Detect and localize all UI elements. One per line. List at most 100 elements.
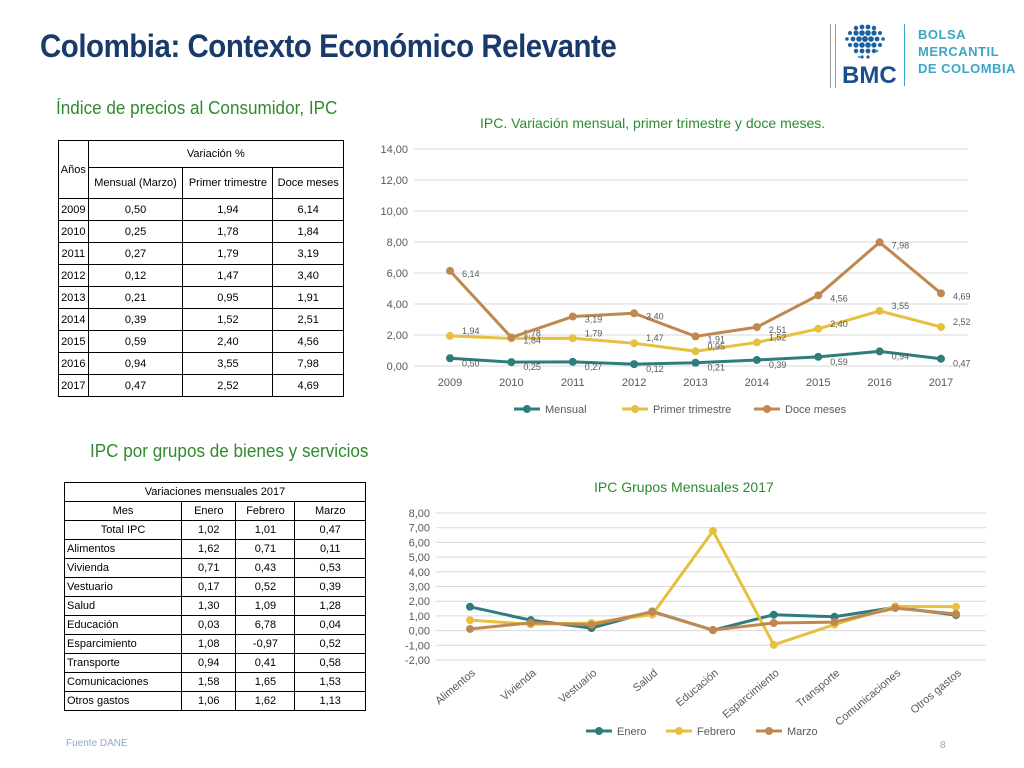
groups-table-row: Transporte 0,94 0,41 0,58: [63, 653, 366, 673]
data-label: 3,55: [892, 301, 910, 311]
x-tick-label: 2012: [622, 377, 646, 389]
ipc-table-body: 2009 0,50 1,94 6,14 2010 0,25 1,78 1,84 2011 0,27…: [58, 198, 344, 397]
data-point: [709, 526, 717, 535]
data-label: 1,79: [585, 328, 603, 338]
legend-swatch-marker: [523, 405, 531, 413]
y-tick-label: 14,00: [380, 144, 408, 156]
data-label: 0,39: [769, 360, 787, 370]
legend-swatch-marker: [595, 727, 603, 735]
data-label: 1,52: [769, 332, 787, 342]
y-tick-label: 6,00: [409, 537, 430, 549]
data-point: [568, 334, 577, 343]
marzo-cell: 0,52: [294, 634, 366, 654]
group-name-cell: Alimentos: [63, 539, 183, 559]
data-label: 0,21: [708, 363, 726, 373]
doce-cell: 7,98: [272, 352, 344, 375]
enero-cell: 1,30: [181, 596, 237, 616]
marzo-cell: 1,53: [294, 672, 366, 692]
data-label: 3,40: [646, 311, 664, 321]
x-tick-label: 2014: [745, 377, 769, 389]
data-label: 1,91: [708, 334, 726, 344]
x-tick-label: Alimentos: [433, 667, 478, 708]
data-label: 0,95: [708, 341, 726, 351]
series-line-2: [448, 240, 942, 339]
data-point: [937, 354, 945, 363]
group-name-cell: Vivienda: [63, 558, 183, 578]
primer-cell: 1,52: [182, 308, 274, 331]
febrero-cell: 1,09: [235, 596, 296, 616]
legend-label: Enero: [617, 726, 646, 738]
groups-line-chart: -2,00 -1,00 0,00 1,00 2,00 3,00 4,00 5,00 6,00 7,…: [405, 508, 986, 738]
data-label: 1,94: [462, 326, 480, 336]
mensual-cell: 0,39: [87, 308, 184, 331]
y-tick-label: 2,00: [387, 330, 408, 342]
mensual-cell: 0,94: [87, 352, 184, 375]
legend-swatch-marker: [631, 405, 639, 413]
data-label: 6,14: [462, 269, 480, 279]
legend-label: Febrero: [697, 726, 736, 738]
ipc-table-row: 2014 0,39 1,52 2,51: [58, 308, 344, 331]
y-tick-label: 0,00: [387, 361, 408, 373]
group-name-cell: Esparcimiento: [63, 634, 183, 654]
febrero-cell: 6,78: [235, 615, 296, 635]
y-tick-label: 4,00: [409, 567, 430, 579]
logo-divider: [904, 24, 905, 86]
data-label: 2,40: [830, 319, 848, 329]
legend-label: Marzo: [787, 726, 818, 738]
year-cell: 2014: [58, 308, 89, 331]
x-tick-label: 2016: [867, 377, 891, 389]
groups-table-row: Vestuario 0,17 0,52 0,39: [63, 577, 366, 597]
col-mensual-header: Mensual (Marzo): [87, 167, 184, 199]
x-tick-label: 2011: [561, 377, 585, 389]
data-label: 0,50: [462, 358, 480, 368]
ipc-table-row: 2013 0,21 0,95 1,91: [58, 286, 344, 309]
year-cell: 2015: [58, 330, 89, 353]
mensual-cell: 0,25: [87, 220, 184, 243]
x-tick-label: Vivienda: [499, 667, 540, 704]
ipc-table-row: 2011 0,27 1,79 3,19: [58, 242, 344, 265]
groups-table-row: Vivienda 0,71 0,43 0,53: [63, 558, 366, 578]
primer-cell: 3,55: [182, 352, 274, 375]
year-cell: 2010: [58, 220, 89, 243]
data-point: [769, 640, 778, 649]
data-label: 0,59: [830, 357, 848, 367]
data-point: [752, 323, 761, 332]
doce-cell: 4,69: [272, 374, 344, 397]
data-point: [691, 358, 700, 367]
ipc-table-row: 2015 0,59 2,40 4,56: [58, 330, 344, 353]
febrero-cell: 1,62: [235, 691, 296, 711]
year-cell: 2017: [58, 374, 89, 397]
data-label: 3,19: [585, 315, 603, 325]
source-note: Fuente DANE: [66, 738, 128, 749]
mensual-cell: 0,27: [87, 242, 184, 265]
group-name-cell: Transporte: [63, 653, 183, 673]
febrero-cell: 0,43: [235, 558, 296, 578]
enero-cell: 0,94: [181, 653, 237, 673]
y-tick-label: -1,00: [405, 640, 430, 652]
y-tick-label: 1,00: [409, 611, 430, 623]
marzo-cell: 1,13: [294, 691, 366, 711]
x-tick-label: 2010: [499, 377, 523, 389]
x-tick-label: 2017: [929, 377, 953, 389]
primer-cell: 1,94: [182, 198, 274, 221]
primer-cell: 1,78: [182, 220, 274, 243]
enero-cell: 0,17: [181, 577, 237, 597]
enero-cell: 1,58: [181, 672, 237, 692]
ipc-line-chart: 0,00 2,00 4,00 6,00 8,00 10,00 12,00 14,00 2009 2…: [380, 144, 970, 416]
legend-swatch-marker: [675, 727, 683, 735]
data-point: [952, 602, 960, 611]
y-tick-label: 7,00: [409, 523, 430, 535]
ipc-table-row: 2017 0,47 2,52 4,69: [58, 374, 344, 397]
x-tick-label: Salud: [631, 667, 660, 694]
data-point: [630, 360, 639, 369]
marzo-cell: 0,04: [294, 615, 366, 635]
total-row: Total IPC 1,02 1,01 0,47: [63, 520, 366, 540]
col-years-header: Años: [58, 140, 89, 199]
data-point: [952, 609, 960, 618]
x-tick-label: Esparcimiento: [721, 667, 782, 721]
x-tick-label: Vestuario: [557, 667, 600, 706]
x-tick-label: 2015: [806, 377, 830, 389]
doce-cell: 2,51: [272, 308, 344, 331]
marzo-cell: 0,53: [294, 558, 366, 578]
data-label: 1,84: [523, 335, 541, 345]
